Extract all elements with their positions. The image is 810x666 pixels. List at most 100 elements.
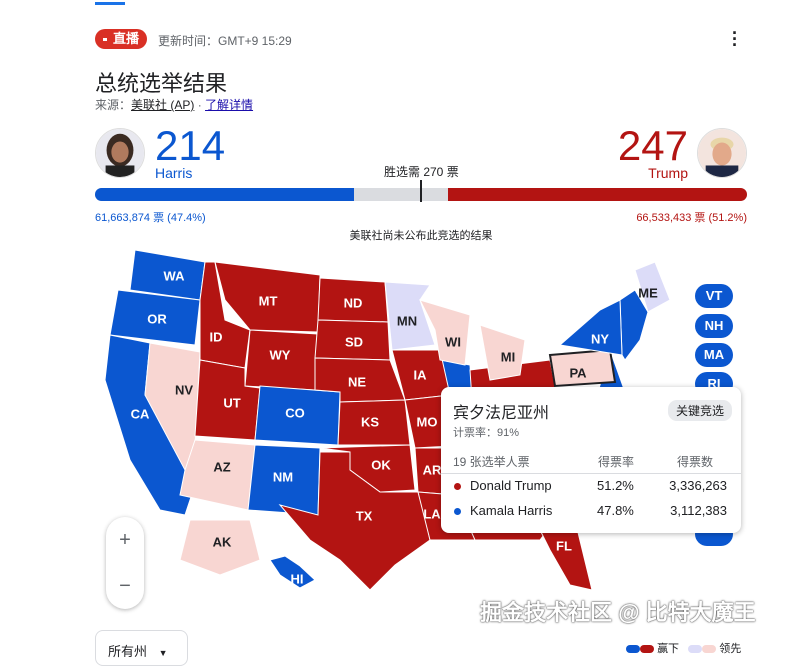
result-note: 美联社尚未公布此竞选的结果 <box>349 230 493 242</box>
candidate-name: Donald Trump <box>470 478 552 493</box>
electors-header: 19 张选举人票 <box>453 455 530 469</box>
zoom-in-button[interactable]: + <box>119 529 131 551</box>
candidate-votes: 3,336,263 <box>669 478 727 493</box>
state-MI[interactable] <box>479 324 526 381</box>
state-WI[interactable] <box>419 299 471 366</box>
watermark: 掘金技术社区 @ 比特大魔王 <box>480 600 756 625</box>
state-NH[interactable]: NH <box>695 314 733 338</box>
candidate-row: Donald Trump 51.2% 3,336,263 <box>441 478 741 502</box>
state-AZ[interactable] <box>179 439 256 511</box>
more-options-icon[interactable]: · · · <box>732 23 738 55</box>
rep-dot-icon <box>454 483 461 490</box>
state-MA[interactable]: MA <box>695 343 733 367</box>
tooltip-state-name: 宾夕法尼亚州 <box>453 405 550 422</box>
legend-won: 赢下 <box>657 643 680 655</box>
state-new-england[interactable] <box>619 289 649 361</box>
divider <box>441 473 741 474</box>
active-tab-indicator[interactable] <box>95 2 125 5</box>
state-label-WA: WA <box>163 268 185 284</box>
dem-lead-swatch <box>688 645 703 654</box>
state-label-FL: FL <box>556 538 572 554</box>
state-VT[interactable]: VT <box>695 284 733 308</box>
zoom-control: + − <box>106 517 144 609</box>
harris-bar <box>95 188 354 201</box>
state-tooltip: 宾夕法尼亚州 关键竞选 计票率：91% 19 张选举人票 得票率 得票数 Don… <box>441 387 741 533</box>
state-PA[interactable] <box>548 348 617 388</box>
updated-time: 更新时间：GMT+9 15:29 <box>158 34 292 48</box>
state-ME[interactable] <box>634 261 671 313</box>
candidate-rate: 47.8% <box>597 503 634 518</box>
map-legend: 赢下 领先 <box>626 642 741 656</box>
state-label-LA: LA <box>423 506 441 522</box>
rep-won-swatch <box>640 645 654 654</box>
zoom-out-button[interactable]: − <box>119 575 131 597</box>
state-label-SD: SD <box>344 334 364 350</box>
state-NY[interactable] <box>558 299 623 356</box>
candidate-row: Kamala Harris 47.8% 3,112,383 <box>441 503 741 527</box>
state-label-MI: MI <box>500 349 516 365</box>
state-label-AZ: AZ <box>213 459 231 475</box>
state-label-ND: ND <box>343 295 363 311</box>
state-label-MO: MO <box>416 414 438 430</box>
threshold-marker <box>420 180 422 202</box>
candidate-votes: 3,112,383 <box>670 503 727 518</box>
state-label-NY: NY <box>590 331 610 347</box>
dem-dot-icon <box>454 508 461 515</box>
state-label-NV: NV <box>174 382 194 398</box>
harris-electoral-votes: 214 <box>155 122 226 169</box>
state-filter-dropdown[interactable]: 所有州 ▼ <box>95 630 188 666</box>
candidate-rate: 51.2% <box>597 478 634 493</box>
state-MN[interactable] <box>384 281 436 351</box>
rep-lead-swatch <box>702 645 717 654</box>
harris-name: Harris <box>155 165 193 181</box>
trump-popular-votes: 66,533,433 票 (51.2%) <box>636 212 747 224</box>
votes-header: 得票数 <box>677 455 714 469</box>
state-label-CO: CO <box>285 405 305 421</box>
state-OR[interactable] <box>109 289 201 346</box>
state-label-UT: UT <box>223 395 241 411</box>
trump-bar <box>447 188 747 201</box>
dem-won-swatch <box>626 645 640 654</box>
state-label-ME: ME <box>638 285 658 301</box>
dropdown-arrow-icon: ▼ <box>158 648 168 658</box>
rate-header: 得票率 <box>598 455 635 469</box>
state-label-TX: TX <box>355 508 373 524</box>
state-label-OK: OK <box>371 457 391 473</box>
key-race-badge: 关键竞选 <box>667 400 732 421</box>
learn-more-link[interactable]: 了解详情 <box>205 98 254 112</box>
state-label-MN: MN <box>396 313 418 329</box>
state-MT[interactable] <box>214 261 321 333</box>
state-HI[interactable] <box>269 555 316 589</box>
legend-leading: 领先 <box>719 643 742 655</box>
state-label-CA: CA <box>130 406 150 422</box>
candidate-name: Kamala Harris <box>470 503 553 518</box>
source-prefix: 来源： <box>95 98 132 112</box>
state-label-WY: WY <box>269 347 291 363</box>
win-threshold: 胜选需 270 票 <box>384 165 459 179</box>
state-label-PA: PA <box>569 365 587 381</box>
top-tabs <box>95 0 795 8</box>
state-label-KS: KS <box>360 414 380 430</box>
state-label-AR: AR <box>422 462 442 478</box>
source-link[interactable]: 美联社 (AP) <box>131 98 195 112</box>
state-label-ID: ID <box>209 329 223 345</box>
state-label-HI: HI <box>290 571 304 587</box>
state-label-OR: OR <box>147 311 167 327</box>
trump-electoral-votes: 247 <box>617 122 688 169</box>
trump-avatar <box>697 128 747 178</box>
filter-value: 所有州 <box>108 644 148 659</box>
state-ID[interactable] <box>199 261 251 369</box>
page-title: 总统选举结果 <box>95 71 228 96</box>
trump-name: Trump <box>648 165 688 181</box>
state-label-IA: IA <box>413 367 427 383</box>
harris-popular-votes: 61,663,874 票 (47.4%) <box>95 212 206 224</box>
source-line: 来源：美联社 (AP) · 了解详情 <box>95 96 253 113</box>
state-label-WI: WI <box>445 334 461 350</box>
harris-avatar <box>95 128 145 178</box>
state-label-NM: NM <box>272 469 294 485</box>
separator: · <box>194 98 206 112</box>
live-badge: 直播 <box>95 29 148 49</box>
state-label-NE: NE <box>347 374 367 390</box>
state-AK[interactable] <box>179 519 261 576</box>
